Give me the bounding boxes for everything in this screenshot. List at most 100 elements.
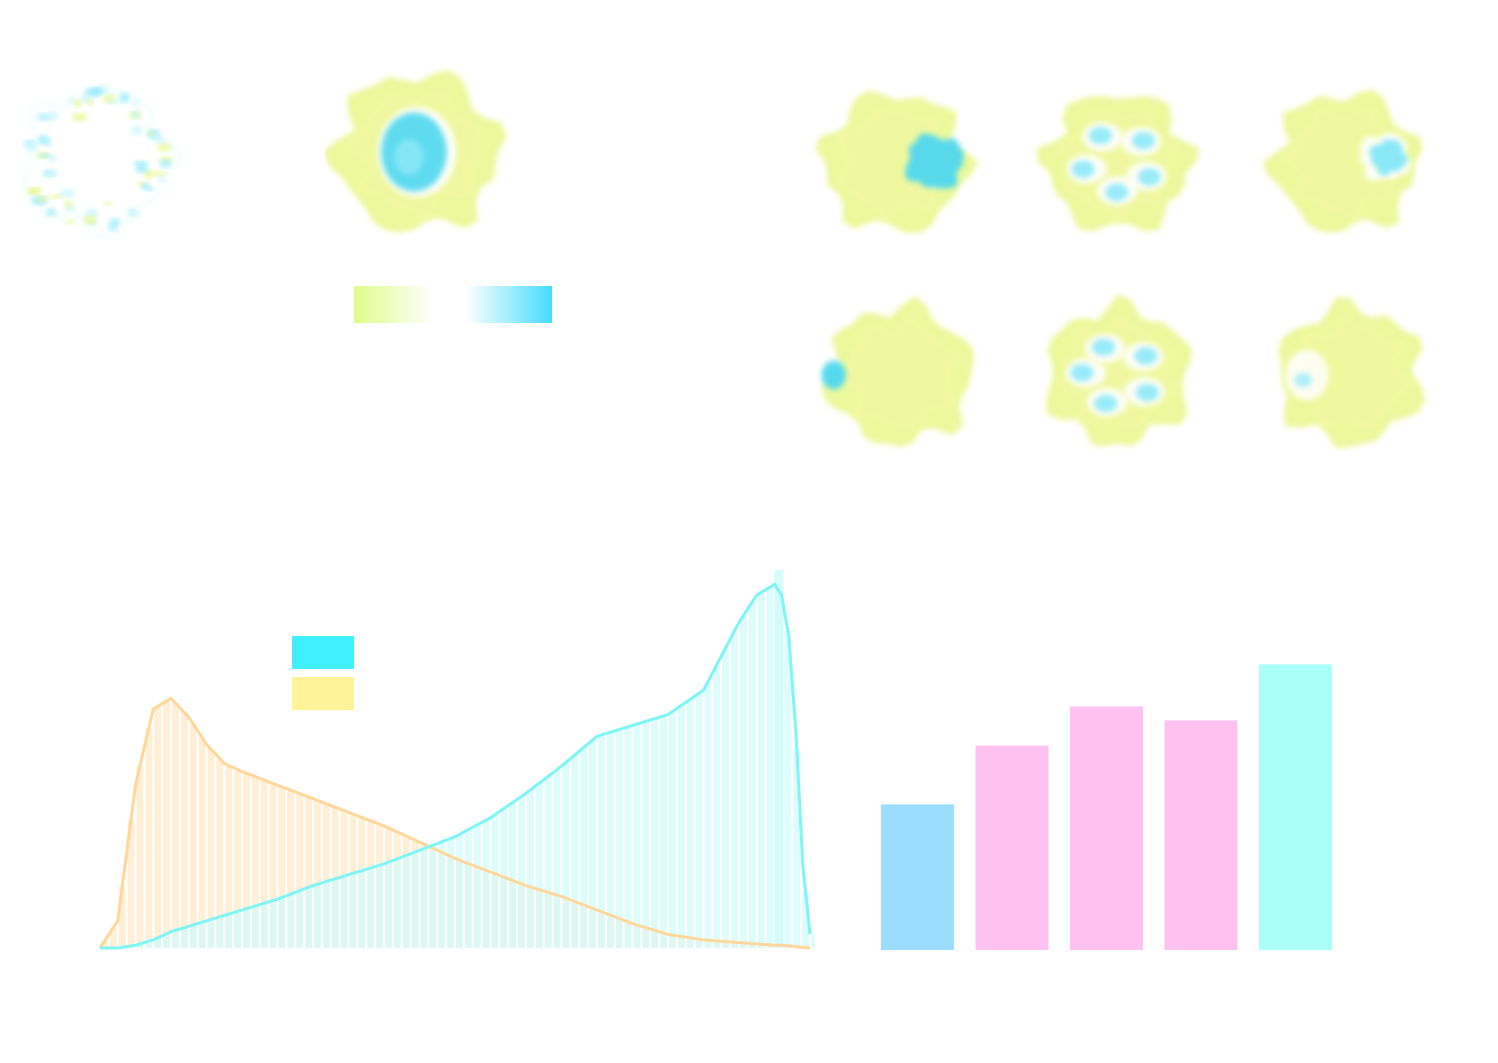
histogram-bar-cyan	[394, 859, 401, 948]
surface-map-grid-6	[1278, 298, 1425, 449]
histogram-bar-cyan	[456, 834, 463, 948]
histogram-bar-cyan	[403, 855, 410, 948]
surface-colorbar	[354, 286, 552, 323]
surface-map-sparse	[25, 85, 180, 237]
density-line-orange	[100, 698, 810, 948]
histogram-bar-orange	[181, 713, 188, 948]
histogram-bar-cyan	[305, 887, 312, 948]
surface-map-pocket	[325, 40, 515, 265]
bar-1	[881, 804, 954, 950]
histogram-bar-cyan	[465, 830, 472, 948]
legend-swatch-cyan	[292, 636, 354, 669]
histogram-bar-cyan	[208, 920, 215, 949]
histogram-bar-cyan	[216, 917, 223, 948]
density-chart	[95, 560, 815, 955]
histogram-bar-cyan	[412, 852, 419, 948]
colorbar-graphic	[354, 286, 552, 323]
histogram-bar-orange	[190, 724, 197, 948]
bar-chart-svg	[870, 640, 1350, 955]
histogram-bar-cyan	[767, 587, 774, 948]
histogram-bar-cyan	[554, 770, 561, 948]
histogram-bar-orange	[137, 766, 144, 948]
histogram-bar-cyan	[243, 909, 250, 948]
histogram-bar-cyan	[784, 631, 791, 948]
histogram-bar-cyan	[642, 721, 649, 948]
histogram-bar-cyan	[314, 884, 321, 948]
histogram-bar-cyan	[545, 776, 552, 948]
histogram-bar-cyan	[429, 845, 436, 948]
histogram-bar-cyan	[252, 906, 259, 948]
surface-map-pocket-graphic	[325, 40, 515, 265]
histogram-bar-cyan	[341, 876, 348, 948]
surface-map-grid-5	[1046, 294, 1192, 447]
histogram-bar-orange	[163, 701, 170, 948]
histogram-bar-cyan	[625, 727, 632, 948]
histogram-bar-cyan	[509, 802, 516, 948]
histogram-bar-cyan	[350, 873, 357, 948]
histogram-bar-cyan	[616, 730, 623, 949]
histogram-bar-cyan	[731, 631, 738, 948]
histogram-bar-cyan	[758, 592, 765, 948]
colorbar-yellow-segment	[354, 286, 434, 323]
histogram-bar-cyan	[181, 928, 188, 948]
histogram-spike-bar	[775, 570, 784, 948]
histogram-bar-cyan	[598, 735, 605, 948]
density-line-cyan	[100, 584, 810, 948]
surface-map-grid-graphic	[800, 80, 1460, 460]
histogram-bar-cyan	[696, 693, 703, 948]
legend-swatch-yellow	[292, 677, 354, 710]
histogram-bar-cyan	[367, 868, 374, 948]
histogram-bar-cyan	[261, 903, 268, 948]
histogram-bar-orange	[172, 703, 179, 948]
histogram-bar-cyan	[270, 901, 277, 949]
histogram-bar-cyan	[421, 849, 428, 948]
surface-map-grid-3	[1263, 90, 1423, 233]
histogram-bar-cyan	[660, 716, 667, 948]
histogram-bar-cyan	[705, 682, 712, 948]
histogram-bar-cyan	[376, 865, 383, 948]
histogram-bar-cyan	[527, 790, 534, 948]
histogram-bar-cyan	[678, 705, 685, 948]
histogram-bar-cyan	[651, 719, 658, 948]
histogram-bar-cyan	[296, 891, 303, 948]
bar-3	[1070, 706, 1143, 950]
surface-map-sparse	[15, 30, 185, 255]
histogram-bar-cyan	[190, 925, 197, 948]
density-chart-svg	[95, 560, 815, 955]
colorbar-cyan-segment	[466, 286, 552, 323]
histogram-bar-cyan	[563, 762, 570, 948]
histogram-bar-cyan	[225, 914, 232, 948]
histogram-bar-cyan	[518, 796, 525, 948]
histogram-bar-cyan	[536, 783, 543, 948]
surface-map-sparse-graphic	[15, 30, 185, 255]
histogram-bar-cyan	[749, 602, 756, 948]
histogram-bar-cyan	[279, 897, 286, 948]
histogram-bar-orange	[199, 738, 206, 948]
histogram-bar-cyan	[483, 820, 490, 948]
histogram-bar-orange	[145, 728, 152, 948]
histogram-bar-cyan	[199, 922, 206, 948]
surface-map-grid	[800, 80, 1460, 460]
histogram-bar-cyan	[234, 911, 241, 948]
histogram-bar-cyan	[287, 894, 294, 948]
histogram-bar-cyan	[438, 842, 445, 948]
bar-4	[1165, 720, 1238, 950]
histogram-bar-cyan	[580, 747, 587, 948]
histogram-bar-cyan	[811, 934, 815, 948]
histogram-bar-cyan	[172, 930, 179, 948]
bar-chart	[870, 640, 1350, 955]
histogram-bar-cyan	[669, 712, 676, 948]
histogram-bar-cyan	[571, 755, 578, 948]
histogram-bar-cyan	[634, 724, 641, 948]
histogram-bar-cyan	[358, 871, 365, 948]
histogram-bar-cyan	[687, 699, 694, 948]
histogram-bar-cyan	[713, 665, 720, 948]
histogram-bar-cyan	[740, 616, 747, 949]
histogram-bar-cyan	[474, 825, 481, 948]
histogram-bar-cyan	[722, 648, 729, 948]
histogram-bar-cyan	[332, 879, 339, 948]
surface-map-grid-4	[822, 296, 974, 447]
surface-map-pocket	[325, 70, 507, 232]
bar-5	[1259, 664, 1332, 950]
histogram-bar-orange	[154, 706, 161, 948]
